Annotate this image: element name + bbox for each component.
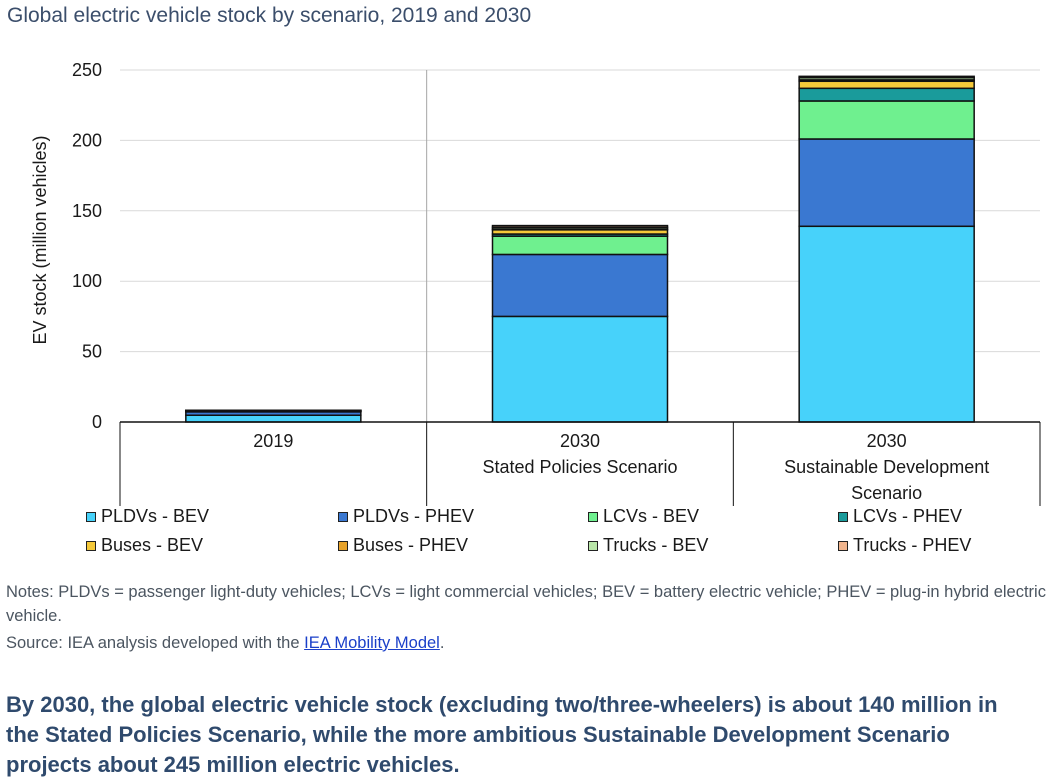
legend-item: Buses - BEV bbox=[86, 535, 203, 556]
bars bbox=[185, 75, 975, 423]
legend-swatch bbox=[338, 511, 348, 522]
x-category-label: 2030 bbox=[560, 431, 600, 451]
legend-swatch bbox=[838, 540, 848, 551]
bar-segment bbox=[491, 235, 669, 256]
legend-label: LCVs - BEV bbox=[603, 506, 700, 526]
legend-label: Trucks - PHEV bbox=[853, 535, 972, 555]
bar-segment bbox=[491, 253, 669, 318]
y-axis-label: EV stock (million vehicles) bbox=[30, 135, 50, 344]
legend-swatch bbox=[838, 511, 848, 522]
y-tick-label: 50 bbox=[82, 342, 102, 362]
chart-title: Global electric vehicle stock by scenari… bbox=[7, 4, 532, 27]
legend-label: Buses - BEV bbox=[101, 535, 204, 555]
source-prefix: Source: IEA analysis developed with the bbox=[6, 634, 305, 652]
bar-segment bbox=[798, 138, 975, 228]
summary-caption: By 2030, the global electric vehicle sto… bbox=[6, 692, 998, 777]
legend-item: PLDVs - PHEV bbox=[338, 506, 474, 527]
bar-segment bbox=[798, 87, 975, 102]
x-category-label: 2019 bbox=[253, 431, 293, 451]
legend-label: LCVs - PHEV bbox=[853, 506, 963, 526]
x-category-labels: 2019 2030 Stated Policies Scenario 2030 Sust… bbox=[253, 431, 989, 503]
legend-item: LCVs - PHEV bbox=[838, 506, 962, 527]
bar-segment bbox=[185, 409, 362, 412]
x-category-label: 2030 bbox=[867, 431, 907, 451]
legend-label: Trucks - BEV bbox=[603, 535, 709, 555]
y-tick-labels: 0 50 100 150 200 250 bbox=[72, 60, 102, 432]
legend-item: Trucks - PHEV bbox=[838, 535, 971, 556]
legend-item: LCVs - BEV bbox=[588, 506, 699, 527]
bar-segment bbox=[798, 80, 975, 90]
axes bbox=[119, 421, 1041, 506]
legend-item: Trucks - BEV bbox=[588, 535, 708, 556]
iea-mobility-model-link[interactable]: IEA Mobility Model bbox=[304, 634, 440, 652]
x-category-label: Sustainable Development bbox=[784, 457, 989, 477]
legend-item: Buses - PHEV bbox=[338, 535, 468, 556]
bar-segment bbox=[798, 75, 975, 79]
legend-swatch bbox=[588, 511, 598, 522]
stacked-bar-chart: 0 50 100 150 200 250 2019 2030 Stated Policies … bbox=[30, 60, 1041, 506]
legend-item: PLDVs - BEV bbox=[86, 506, 209, 527]
source-line: Source: IEA analysis developed with the … bbox=[6, 634, 444, 653]
legend-swatch bbox=[588, 540, 598, 551]
legend-label: PLDVs - BEV bbox=[101, 506, 210, 526]
y-tick-label: 100 bbox=[72, 271, 102, 291]
legend-label: Buses - PHEV bbox=[353, 535, 469, 555]
y-tick-label: 250 bbox=[72, 60, 102, 80]
bar-segment bbox=[491, 224, 669, 229]
bar-segment bbox=[185, 414, 362, 423]
notes: Notes: PLDVs = passenger light-duty vehi… bbox=[6, 583, 1046, 625]
y-tick-label: 0 bbox=[92, 412, 102, 432]
y-tick-label: 150 bbox=[72, 201, 102, 221]
x-category-label: Scenario bbox=[851, 483, 922, 503]
x-category-label: Stated Policies Scenario bbox=[482, 457, 677, 477]
bar-segment bbox=[491, 315, 669, 423]
bar-segment bbox=[798, 225, 975, 423]
legend-label: PLDVs - PHEV bbox=[353, 506, 475, 526]
source-suffix: . bbox=[439, 634, 445, 652]
legend-swatch bbox=[338, 540, 348, 551]
legend-swatch bbox=[86, 511, 96, 522]
bar-segment bbox=[798, 100, 975, 140]
y-tick-label: 200 bbox=[72, 130, 102, 150]
legend-swatch bbox=[86, 540, 96, 551]
